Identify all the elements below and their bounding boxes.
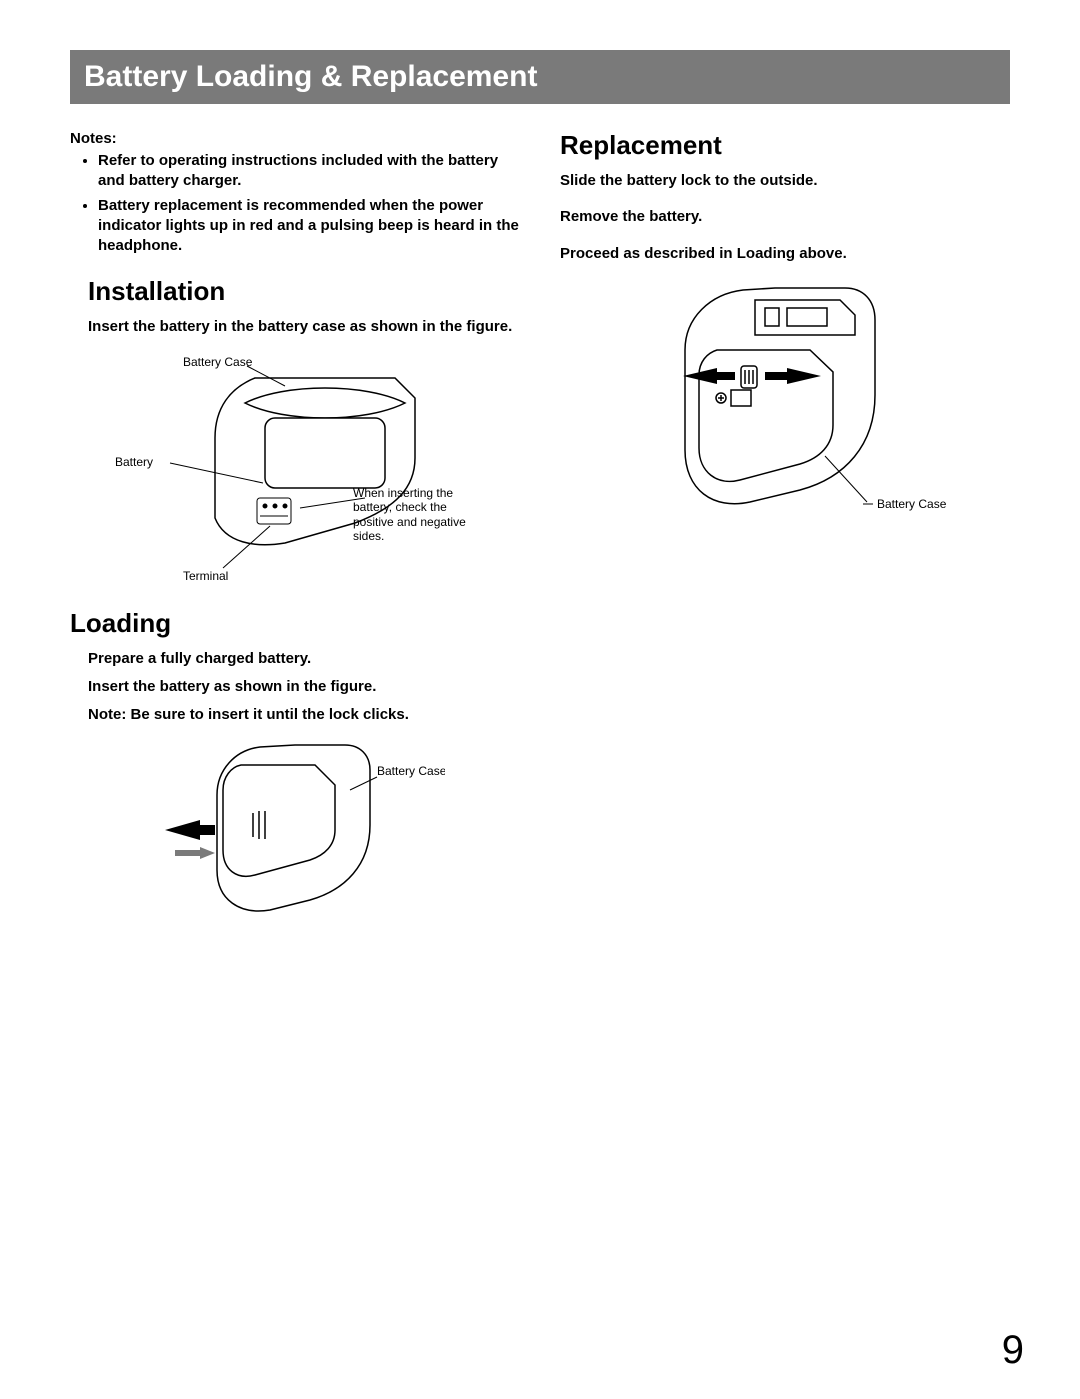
battery-label: Battery	[115, 455, 153, 469]
loading-battery-case-label: Battery Case	[377, 764, 445, 778]
loading-figure: Battery Case	[145, 735, 445, 925]
replacement-heading: Replacement	[560, 130, 1010, 161]
arrow-left-icon	[165, 820, 215, 840]
title-bar: Battery Loading & Replacement	[70, 50, 1010, 104]
replacement-step1: Slide the battery lock to the outside.	[560, 171, 1010, 191]
notes-list: Refer to operating instructions included…	[98, 151, 520, 256]
replacement-step2: Remove the battery.	[560, 207, 1010, 227]
notes-item: Battery replacement is recommended when …	[98, 196, 520, 257]
loading-insert: Insert the battery as shown in the figur…	[88, 677, 520, 697]
right-column: Replacement Slide the battery lock to th…	[560, 130, 1010, 945]
loading-note: Note: Be sure to insert it until the loc…	[88, 705, 520, 725]
left-column: Notes: Refer to operating instructions i…	[70, 130, 520, 945]
terminal-label: Terminal	[183, 569, 228, 583]
page-number: 9	[1002, 1328, 1024, 1373]
loading-prepare: Prepare a fully charged battery.	[88, 649, 520, 669]
two-column-layout: Notes: Refer to operating instructions i…	[70, 130, 1010, 945]
arrow-right-icon	[175, 847, 215, 859]
replacement-step3: Proceed as described in Loading above.	[560, 244, 1010, 264]
loading-heading: Loading	[70, 608, 520, 639]
installation-heading: Installation	[88, 276, 520, 307]
notes-label: Notes:	[70, 130, 520, 147]
installation-text: Insert the battery in the battery case a…	[88, 317, 520, 337]
replacement-figure: Battery Case	[615, 280, 955, 550]
battery-case-label: Battery Case	[183, 355, 253, 369]
notes-item: Refer to operating instructions included…	[98, 151, 520, 192]
insert-note-label: When inserting the battery, check the po…	[353, 486, 483, 544]
installation-figure: Battery Case Battery Terminal When inser…	[105, 348, 485, 588]
replacement-battery-case-label: Battery Case	[877, 497, 947, 511]
